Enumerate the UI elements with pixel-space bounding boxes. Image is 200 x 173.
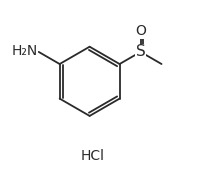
Text: HCl: HCl [81, 149, 105, 163]
Text: S: S [136, 44, 145, 59]
Text: H₂N: H₂N [12, 44, 38, 58]
Text: O: O [135, 24, 146, 38]
